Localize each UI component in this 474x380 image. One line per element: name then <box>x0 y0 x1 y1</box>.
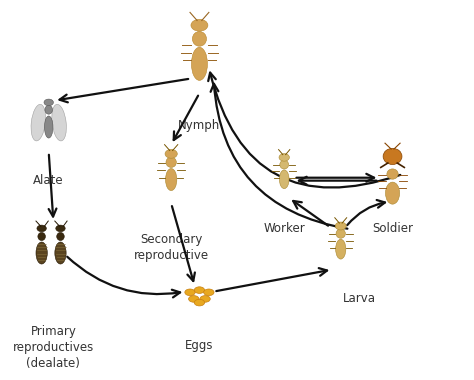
Ellipse shape <box>57 233 64 241</box>
Ellipse shape <box>336 229 346 238</box>
Text: Alate: Alate <box>33 174 64 187</box>
Ellipse shape <box>44 99 54 106</box>
Ellipse shape <box>52 104 66 141</box>
Ellipse shape <box>45 105 53 114</box>
Ellipse shape <box>280 160 289 169</box>
Ellipse shape <box>36 242 47 264</box>
Text: Soldier: Soldier <box>372 222 413 235</box>
Ellipse shape <box>38 233 46 241</box>
Ellipse shape <box>200 296 210 302</box>
Ellipse shape <box>189 296 199 302</box>
Ellipse shape <box>387 169 398 179</box>
Ellipse shape <box>165 149 177 158</box>
Text: Eggs: Eggs <box>185 339 214 352</box>
Ellipse shape <box>192 32 207 46</box>
Ellipse shape <box>335 222 346 230</box>
Text: Nymph: Nymph <box>178 119 220 132</box>
Ellipse shape <box>385 182 400 204</box>
Ellipse shape <box>191 47 208 80</box>
Ellipse shape <box>204 289 214 296</box>
Ellipse shape <box>191 19 208 31</box>
Text: Worker: Worker <box>264 222 305 235</box>
Ellipse shape <box>56 225 65 232</box>
Text: Larva: Larva <box>343 291 376 305</box>
Text: Secondary
reproductive: Secondary reproductive <box>134 233 209 262</box>
Ellipse shape <box>279 170 289 188</box>
Ellipse shape <box>31 104 46 141</box>
Ellipse shape <box>336 239 346 259</box>
Ellipse shape <box>165 168 177 190</box>
Ellipse shape <box>166 157 176 168</box>
Ellipse shape <box>194 287 205 293</box>
Text: Primary
reproductives
(dealate): Primary reproductives (dealate) <box>13 325 94 370</box>
Ellipse shape <box>279 154 290 161</box>
Ellipse shape <box>37 225 46 232</box>
Ellipse shape <box>45 116 53 138</box>
Ellipse shape <box>185 289 195 296</box>
Ellipse shape <box>194 299 205 306</box>
Ellipse shape <box>55 242 66 264</box>
Ellipse shape <box>383 148 402 165</box>
